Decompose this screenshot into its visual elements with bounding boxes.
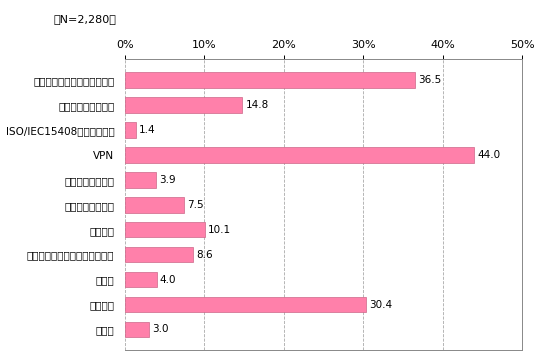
Text: 3.9: 3.9	[159, 175, 176, 185]
Bar	[125, 72, 415, 88]
Text: 30.4: 30.4	[369, 299, 393, 309]
Bar	[125, 97, 242, 113]
Text: （N=2,280）: （N=2,280）	[54, 14, 117, 24]
Bar	[125, 172, 156, 188]
Bar	[125, 222, 205, 237]
Text: 8.6: 8.6	[196, 250, 213, 260]
Text: 14.8: 14.8	[246, 100, 269, 110]
Bar	[125, 297, 366, 312]
Bar	[125, 147, 475, 163]
Text: 10.1: 10.1	[208, 225, 231, 235]
Text: 4.0: 4.0	[160, 274, 176, 284]
Bar	[125, 122, 136, 138]
Text: 3.0: 3.0	[152, 324, 168, 335]
Text: 36.5: 36.5	[418, 75, 441, 85]
Text: 7.5: 7.5	[187, 200, 204, 210]
Bar	[125, 272, 157, 287]
Bar	[125, 247, 193, 262]
Bar	[125, 322, 148, 337]
Bar	[125, 197, 184, 213]
Text: 1.4: 1.4	[139, 125, 156, 135]
Text: 44.0: 44.0	[477, 150, 501, 160]
